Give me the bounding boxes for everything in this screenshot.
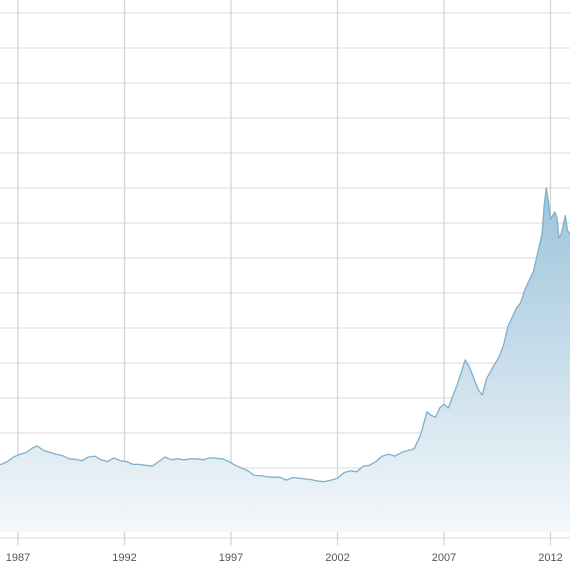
- series-area-fill: [0, 188, 570, 532]
- x-tick-label: 1992: [112, 552, 136, 564]
- x-tick-label: 2012: [538, 552, 562, 564]
- series-line: [0, 187, 570, 483]
- x-tick-label: 2007: [432, 552, 456, 564]
- x-tick-label: 1997: [219, 552, 243, 564]
- x-axis-tick-labels: 1987 1992 1997 2002 2007 2012: [6, 552, 563, 564]
- x-tick-label: 2002: [325, 552, 349, 564]
- x-tick-label: 1987: [6, 552, 30, 564]
